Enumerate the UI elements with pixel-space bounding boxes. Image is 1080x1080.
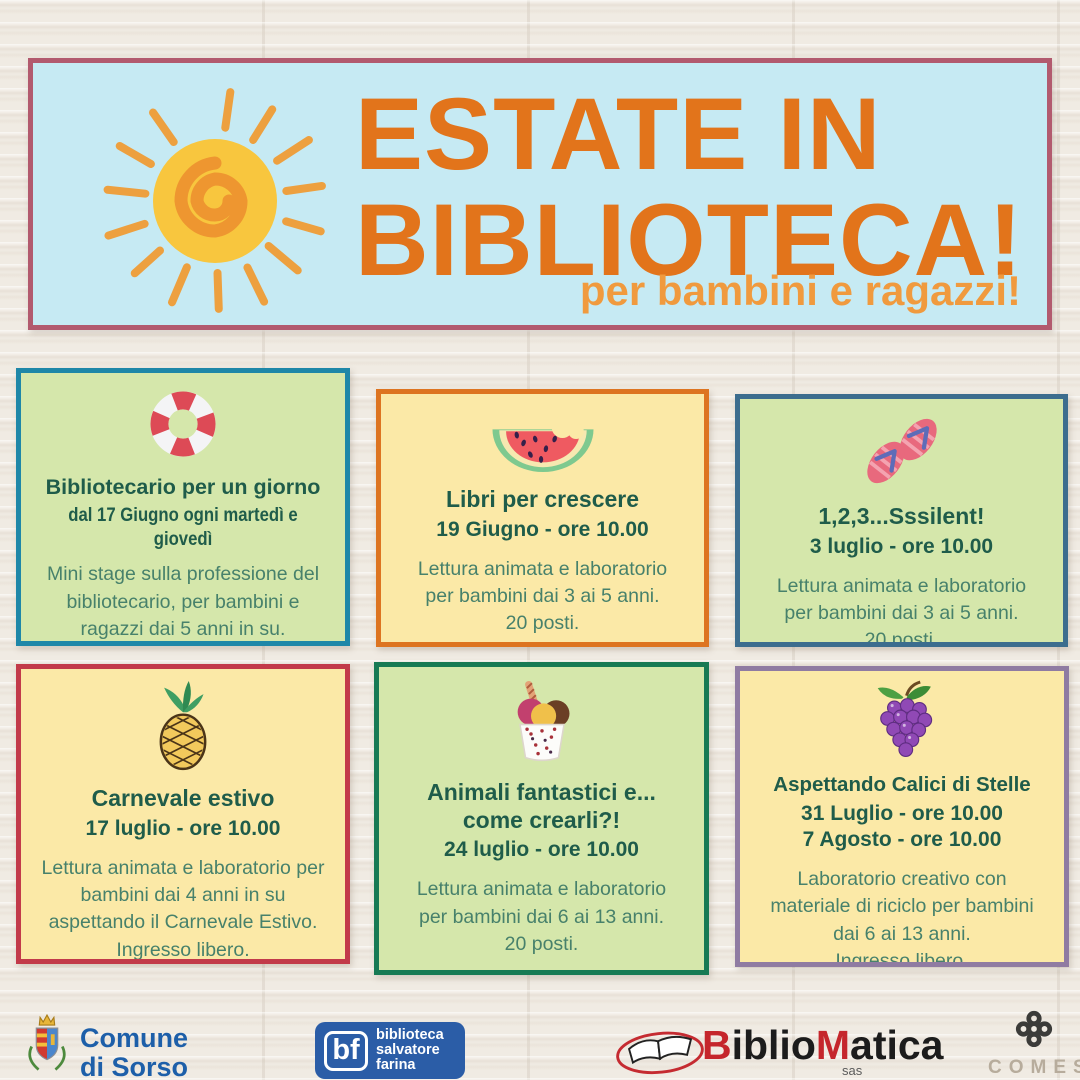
bibliomatica-sas: sas [842, 1063, 863, 1078]
bibliomatica-atica: atica [850, 1022, 944, 1068]
event-description: Mini stage sulla professione del bibliot… [46, 563, 320, 640]
event-description: Lettura animata e laboratorio per bambin… [417, 557, 668, 635]
comes-label: COMES [988, 1057, 1080, 1078]
ice-cream-icon [501, 679, 583, 767]
event-dates: 19 Giugno - ore 10.00 [436, 517, 649, 541]
event-card-calici-di-stelle: Aspettando Calici di Stelle 31 Luglio - … [735, 666, 1069, 967]
event-title: 1,2,3...Sssilent! [818, 503, 985, 529]
grapes-icon [864, 679, 940, 761]
bibliomatica-iblio: iblio [731, 1022, 816, 1068]
event-card-libri-per-crescere: Libri per crescere 19 Giugno - ore 10.00… [376, 389, 709, 647]
poster-subtitle: per bambini e ragazzi! [579, 267, 1021, 314]
event-dates: 17 luglio - ore 10.00 [85, 816, 281, 840]
event-description: Laboratorio creativo con materiale di ri… [770, 868, 1034, 967]
bibliomatica-b: B [702, 1022, 732, 1068]
event-card-bibliotecario: Bibliotecario per un giorno dal 17 Giugn… [16, 368, 350, 646]
poster-title-line2: BIBLIOTECA! [355, 183, 1024, 298]
open-book-icon [616, 1031, 704, 1075]
bibliomatica-wordmark: BiblioMatica [702, 1022, 943, 1069]
flip-flops-icon [849, 411, 955, 491]
swim-ring-icon [142, 385, 224, 463]
event-title: Aspettando Calici di Stelle [773, 773, 1031, 796]
event-card-animali-fantastici: Animali fantastici e... come crearli?! 2… [374, 662, 709, 975]
pineapple-icon [146, 681, 220, 773]
event-title: Animali fantastici e... come crearli?! [427, 779, 656, 833]
event-card-carnevale-estivo: Carnevale estivo 17 luglio - ore 10.00 L… [16, 664, 350, 964]
poster-title-line1: ESTATE IN [355, 77, 882, 191]
bf-label: biblioteca salvatore farina [376, 1026, 444, 1074]
event-title: Bibliotecario per un giorno [45, 475, 321, 499]
bf-initials: bf [324, 1030, 368, 1071]
comune-di-sorso-logo: Comune di Sorso [24, 1008, 188, 1080]
comes-logo: COMES [988, 1010, 1080, 1079]
event-title: Carnevale estivo [91, 785, 275, 811]
bf-logo: bf biblioteca salvatore farina [315, 1022, 465, 1079]
event-dates: dal 17 Giugno ogni martedì e giovedì [68, 504, 298, 550]
event-description: Lettura animata e laboratorio per bambin… [416, 878, 667, 956]
poster-title: ESTATE IN BIBLIOTECA! [355, 81, 1023, 293]
event-dates: 31 Luglio - ore 10.00 7 Agosto - ore 10.… [801, 801, 1003, 851]
comune-di-sorso-crest [28, 1013, 66, 1071]
sun-icon [103, 88, 326, 313]
event-dates: 3 luglio - ore 10.00 [809, 534, 994, 558]
event-dates: 24 luglio - ore 10.00 [444, 838, 639, 862]
event-title: Libri per crescere [445, 486, 640, 512]
event-description: Lettura animata e laboratorio per bambin… [776, 574, 1027, 647]
event-card-sssilent: 1,2,3...Sssilent! 3 luglio - ore 10.00 L… [735, 394, 1068, 647]
event-description: Lettura animata e laboratorio per bambin… [41, 856, 325, 961]
header-banner: ESTATE IN BIBLIOTECA! per bambini e raga… [28, 58, 1052, 330]
comes-icon [1015, 1010, 1053, 1048]
watermelon-icon [484, 406, 602, 474]
bibliomatica-m: M [815, 1022, 851, 1068]
comune-di-sorso-label: Comune di Sorso [80, 1023, 189, 1080]
